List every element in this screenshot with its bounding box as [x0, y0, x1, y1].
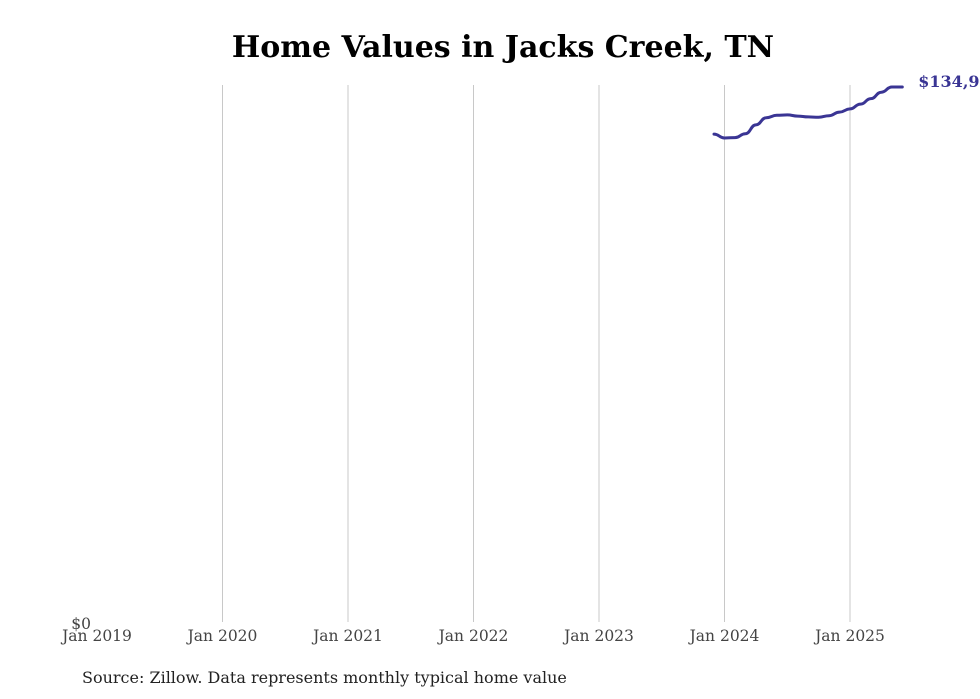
grid-layer: [222, 85, 851, 622]
x-tick-label: Jan 2019: [60, 627, 132, 645]
y-tick-label: $0: [71, 615, 91, 633]
home-value-line: [712, 85, 904, 140]
x-tick-label: Jan 2024: [688, 627, 760, 645]
x-tick-label: Jan 2022: [437, 627, 509, 645]
y-axis-ticks: $0: [71, 615, 91, 633]
series-layer: [712, 85, 904, 140]
x-tick-label: Jan 2025: [813, 627, 885, 645]
x-tick-label: Jan 2020: [186, 627, 258, 645]
end-value-label: $134,900: [918, 72, 980, 91]
x-tick-label: Jan 2021: [311, 627, 383, 645]
x-tick-label: Jan 2023: [562, 627, 634, 645]
chart-title: Home Values in Jacks Creek, TN: [231, 30, 775, 65]
label-layer: $134,900: [918, 72, 980, 91]
chart-source-note: Source: Zillow. Data represents monthly …: [82, 668, 567, 687]
x-axis-ticks: Jan 2019 Jan 2020 Jan 2021 Jan 2022 Jan 2023…: [60, 627, 885, 645]
